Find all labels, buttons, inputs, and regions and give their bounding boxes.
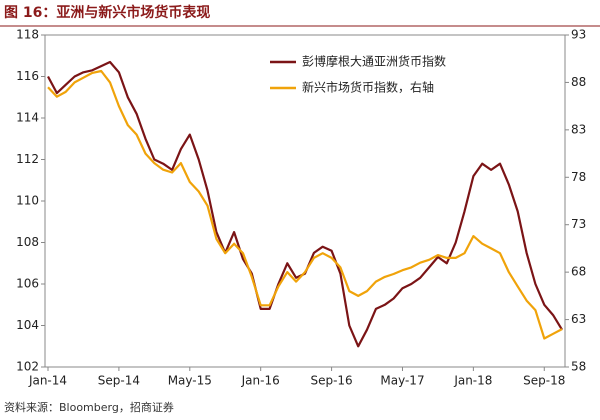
y-tick-label: 116 bbox=[16, 69, 39, 83]
y-tick-label: 112 bbox=[16, 152, 39, 166]
y2-tick-label: 68 bbox=[571, 265, 586, 279]
legend-label: 彭博摩根大通亚洲货币指数 bbox=[302, 54, 446, 69]
y2-tick-label: 83 bbox=[571, 122, 586, 136]
y-tick-label: 108 bbox=[16, 235, 39, 249]
x-tick-label: Jan-16 bbox=[241, 374, 280, 388]
y2-tick-label: 88 bbox=[571, 75, 586, 89]
x-tick-label: Jan-18 bbox=[453, 374, 492, 388]
x-tick-label: Sep-16 bbox=[310, 374, 352, 388]
y-tick-label: 114 bbox=[16, 111, 39, 125]
source-note: 资料来源：Bloomberg，招商证券 bbox=[4, 400, 174, 414]
y-tick-label: 106 bbox=[16, 277, 39, 291]
y2-tick-label: 58 bbox=[571, 360, 586, 374]
x-tick-label: Sep-14 bbox=[98, 374, 140, 388]
y2-tick-label: 93 bbox=[571, 28, 586, 42]
x-tick-label: May-17 bbox=[380, 374, 424, 388]
x-tick-label: Sep-18 bbox=[523, 374, 565, 388]
y2-tick-label: 63 bbox=[571, 312, 586, 326]
y2-tick-label: 73 bbox=[571, 217, 586, 231]
x-tick-label: Jan-14 bbox=[28, 374, 67, 388]
x-tick-label: May-15 bbox=[168, 374, 212, 388]
y2-tick-label: 78 bbox=[571, 170, 586, 184]
y-tick-label: 104 bbox=[16, 318, 39, 332]
series-line bbox=[47, 69, 563, 340]
series-line bbox=[47, 60, 563, 348]
chart-title: 图 16：亚洲与新兴市场货币表现 bbox=[4, 4, 210, 21]
legend-label: 新兴市场货币指数，右轴 bbox=[302, 80, 434, 95]
y-tick-label: 118 bbox=[16, 28, 39, 42]
y-tick-label: 102 bbox=[16, 360, 39, 374]
y-tick-label: 110 bbox=[16, 194, 39, 208]
